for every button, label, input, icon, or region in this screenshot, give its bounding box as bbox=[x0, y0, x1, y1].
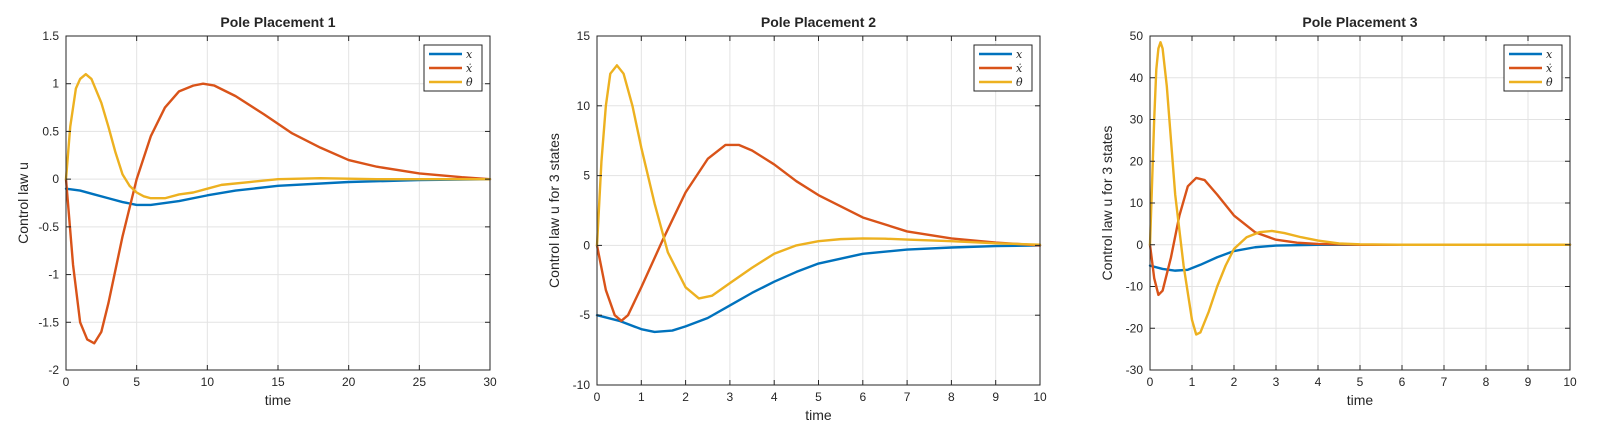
y-tick-label: 0 bbox=[52, 172, 59, 186]
x-tick-label: 10 bbox=[1033, 390, 1047, 404]
x-tick-label: 30 bbox=[483, 375, 497, 389]
y-tick-label: -20 bbox=[1126, 321, 1144, 335]
y-tick-label: 5 bbox=[583, 169, 590, 183]
chart-title: Pole Placement 3 bbox=[1302, 14, 1417, 30]
x-tick-label: 5 bbox=[815, 390, 822, 404]
x-tick-label: 4 bbox=[1315, 375, 1322, 389]
x-tick-label: 8 bbox=[1483, 375, 1490, 389]
x-tick-label: 8 bbox=[948, 390, 955, 404]
x-tick-label: 20 bbox=[342, 375, 356, 389]
series-line-1 bbox=[595, 244, 1042, 334]
legend-entry: θ̇ bbox=[466, 76, 473, 89]
y-tick-label: 40 bbox=[1130, 71, 1144, 85]
legend: xẋθ̇ bbox=[423, 44, 483, 92]
legend-entry: x bbox=[1016, 48, 1023, 61]
legend-entry: θ̇ bbox=[1016, 76, 1023, 89]
y-tick-label: -10 bbox=[573, 378, 591, 392]
x-tick-label: 10 bbox=[1563, 375, 1577, 389]
legend: xẋθ̇ bbox=[973, 44, 1033, 92]
x-tick-label: 9 bbox=[1525, 375, 1532, 389]
legend-entry: ẋ bbox=[466, 62, 473, 75]
series-line-3 bbox=[595, 64, 1042, 300]
x-tick-label: 1 bbox=[1189, 375, 1196, 389]
legend-entry: ẋ bbox=[1546, 62, 1553, 75]
x-axis-label: time bbox=[1347, 392, 1374, 408]
legend-entry: x bbox=[466, 48, 473, 61]
x-tick-label: 9 bbox=[992, 390, 999, 404]
x-axis-label: time bbox=[805, 407, 832, 423]
x-tick-label: 6 bbox=[1399, 375, 1406, 389]
x-tick-label: 6 bbox=[859, 390, 866, 404]
legend-entry: x bbox=[1546, 48, 1553, 61]
y-tick-label: 0 bbox=[583, 238, 590, 252]
y-tick-label: 10 bbox=[577, 99, 591, 113]
legend: xẋθ̇ bbox=[1503, 44, 1563, 92]
x-tick-label: 25 bbox=[413, 375, 427, 389]
y-tick-label: 30 bbox=[1130, 113, 1144, 127]
chart-panel-2: 0 1 2 3 4 5 6 7 8 9 10 -10 -5 0 5 10 15 Pole Placement 2 t… bbox=[546, 14, 1047, 423]
x-tick-label: 15 bbox=[271, 375, 285, 389]
x-tick-label: 3 bbox=[727, 390, 734, 404]
x-tick-label: 7 bbox=[1441, 375, 1448, 389]
y-axis-label: Control law u bbox=[15, 162, 31, 244]
chart-title: Pole Placement 1 bbox=[220, 14, 335, 30]
y-tick-label: 1.5 bbox=[42, 29, 59, 43]
x-tick-label: 10 bbox=[201, 375, 215, 389]
y-axis-label: Control law u for 3 states bbox=[546, 133, 562, 288]
y-tick-label: 50 bbox=[1130, 29, 1144, 43]
chart-panel-1: 0 5 10 15 20 25 30 -2 -1.5 -1 -0.5 0 0.5 1 1.5 Pole Pla… bbox=[15, 14, 497, 408]
legend-entry: ẋ bbox=[1016, 62, 1023, 75]
series-line-3 bbox=[1148, 41, 1572, 336]
x-axis-label: time bbox=[265, 392, 292, 408]
y-tick-label: -2 bbox=[48, 363, 59, 377]
x-tick-label: 5 bbox=[133, 375, 140, 389]
y-tick-label: -1 bbox=[48, 268, 59, 282]
y-tick-label: 0.5 bbox=[42, 124, 59, 138]
series-line-1 bbox=[64, 177, 492, 207]
y-tick-label: -10 bbox=[1126, 280, 1144, 294]
y-tick-label: 15 bbox=[577, 29, 591, 43]
series-line-2 bbox=[595, 143, 1042, 322]
series-line-2 bbox=[64, 82, 492, 345]
x-tick-label: 3 bbox=[1273, 375, 1280, 389]
y-axis-label: Control law u for 3 states bbox=[1099, 126, 1115, 281]
y-tick-label: -1.5 bbox=[38, 315, 59, 329]
chart-title: Pole Placement 2 bbox=[761, 14, 876, 30]
x-tick-label: 2 bbox=[682, 390, 689, 404]
x-tick-label: 0 bbox=[63, 375, 70, 389]
y-tick-label: 10 bbox=[1130, 196, 1144, 210]
y-tick-label: -30 bbox=[1126, 363, 1144, 377]
x-tick-label: 7 bbox=[904, 390, 911, 404]
legend-entry: θ̇ bbox=[1546, 76, 1553, 89]
x-tick-label: 4 bbox=[771, 390, 778, 404]
x-tick-label: 0 bbox=[1147, 375, 1154, 389]
x-tick-label: 0 bbox=[594, 390, 601, 404]
chart-panel-3: 0 1 2 3 4 5 6 7 8 9 10 -30 -20 -10 0 10 20 30 40 50 Pole Pla… bbox=[1099, 14, 1577, 408]
x-tick-label: 2 bbox=[1231, 375, 1238, 389]
y-tick-label: -0.5 bbox=[38, 220, 59, 234]
x-tick-label: 5 bbox=[1357, 375, 1364, 389]
series-line-3 bbox=[64, 72, 492, 200]
y-tick-label: 0 bbox=[1136, 238, 1143, 252]
y-tick-label: 20 bbox=[1130, 154, 1144, 168]
y-tick-label: -5 bbox=[579, 308, 590, 322]
y-tick-label: 1 bbox=[52, 77, 59, 91]
x-tick-label: 1 bbox=[638, 390, 645, 404]
